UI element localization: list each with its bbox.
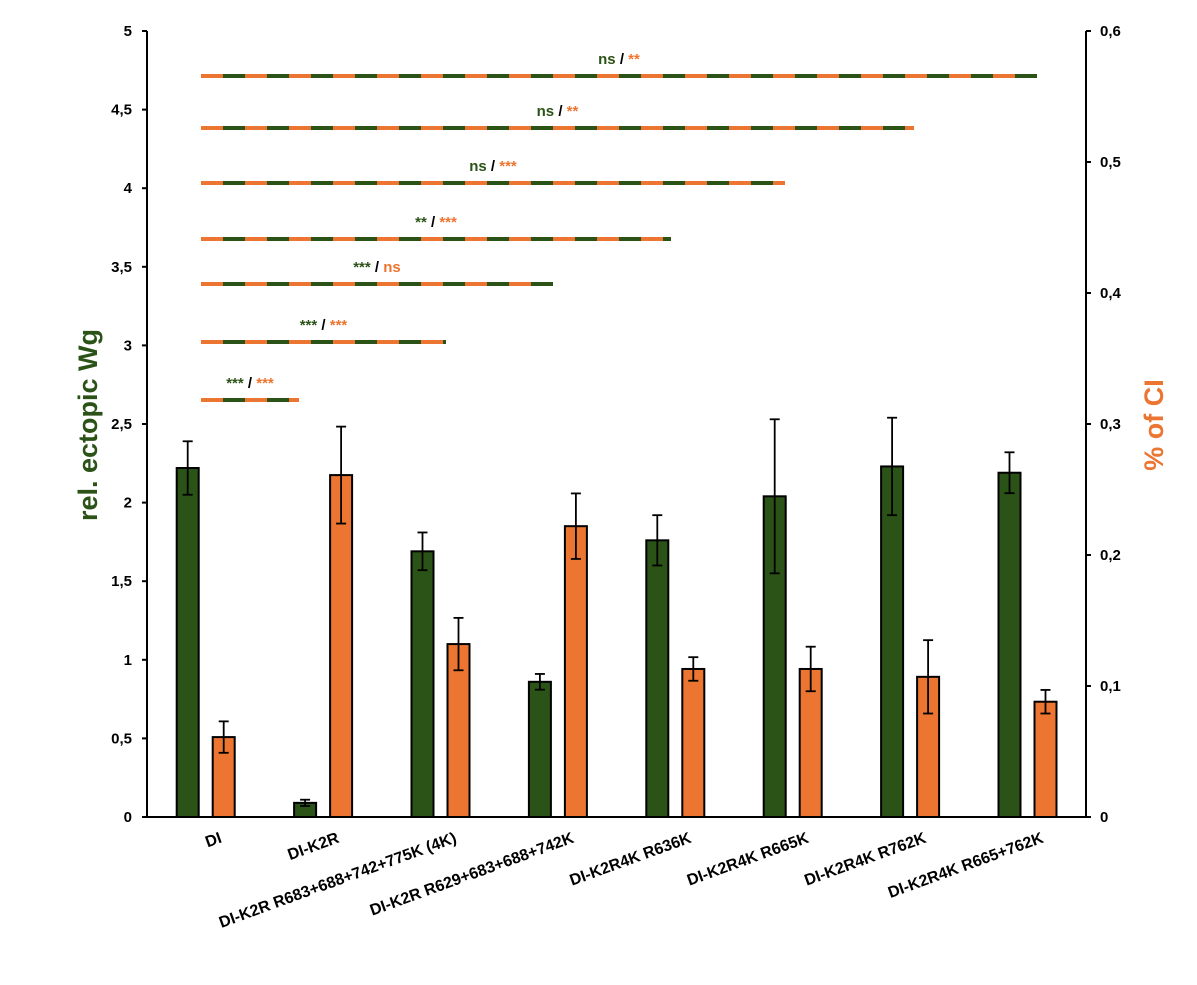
bar-rel-ectopic-wg [410,550,435,818]
sig-orange-text: *** [330,317,348,334]
sig-separator: / [431,214,439,231]
left-tick-label: 0 [124,809,132,826]
category-label: DI-K2R4K R665K [685,830,812,890]
error-bars [182,416,1051,807]
significance-label: ns / ** [537,103,579,120]
right-tick-label: 0 [1100,809,1108,826]
right-tick-label: 0,1 [1100,678,1121,695]
significance-label: ns / *** [469,158,517,175]
left-tick-label: 0,5 [111,730,132,747]
sig-green-text: *** [353,259,375,276]
sig-orange-text: *** [256,375,274,392]
category-label: DI [203,830,224,851]
bar-rel-ectopic-wg [997,471,1022,818]
left-tick-label: 4,5 [111,102,132,119]
sig-green-text: ns [537,103,559,120]
significance-label: *** / ns [353,259,401,276]
category-label: DI-K2R4K R636K [568,830,695,890]
left-tick-label: 3,5 [111,259,132,276]
sig-orange-text: ** [628,51,640,68]
left-tick-label: 1 [124,652,132,669]
bar-rel-ectopic-wg [880,465,905,818]
bar-percent-ci [329,474,354,818]
right-axis-title: % of CI [1139,379,1169,471]
significance-label: *** / *** [226,375,274,392]
bar-percent-ci [681,667,706,818]
left-axis-title: rel. ectopic Wg [73,329,103,521]
sig-separator: / [491,158,499,175]
sig-separator: / [558,103,566,120]
significance-label: ** / *** [415,214,457,231]
bar-rel-ectopic-wg [175,467,200,818]
bar-percent-ci [563,525,588,818]
sig-separator: / [321,317,329,334]
left-tick-label: 4 [124,180,133,197]
category-label: DI-K2R R629+683+688+742K [368,830,577,920]
bar-percent-ci [1033,700,1058,818]
sig-green-text: ** [415,214,431,231]
category-label: DI-K2R [286,830,342,864]
right-tick-label: 0,2 [1100,547,1121,564]
sig-orange-text: ** [567,103,579,120]
sig-green-text: *** [300,317,322,334]
sig-green-text: ns [598,51,620,68]
sig-green-text: *** [226,375,248,392]
left-tick-label: 1,5 [111,573,132,590]
sig-orange-text: *** [439,214,457,231]
bar-rel-ectopic-wg [527,680,552,818]
right-tick-label: 0,6 [1100,23,1121,40]
left-tick-label: 3 [124,337,132,354]
right-tick-label: 0,3 [1100,416,1121,433]
bars [175,465,1058,819]
sig-separator: / [248,375,256,392]
bar-rel-ectopic-wg [645,539,670,818]
left-tick-label: 2,5 [111,416,132,433]
significance-brackets: *** / ****** / ****** / ns** / ***ns / *… [201,51,1037,402]
left-tick-label: 5 [124,23,132,40]
right-tick-label: 0,5 [1100,154,1121,171]
significance-label: ns / ** [598,51,640,68]
sig-orange-text: *** [499,158,517,175]
significance-label: *** / *** [300,317,348,334]
sig-green-text: ns [469,158,491,175]
axes: 0 0,5 1 1,5 2 2,5 3 3,5 4 4,5 5 0 0,1 0,2 0,3 0,4 0,5 0,6 [111,23,1121,826]
right-tick-label: 0,4 [1100,285,1122,302]
sig-separator: / [620,51,628,68]
sig-orange-text: ns [383,259,401,276]
left-tick-label: 2 [124,495,132,512]
sig-separator: / [375,259,383,276]
